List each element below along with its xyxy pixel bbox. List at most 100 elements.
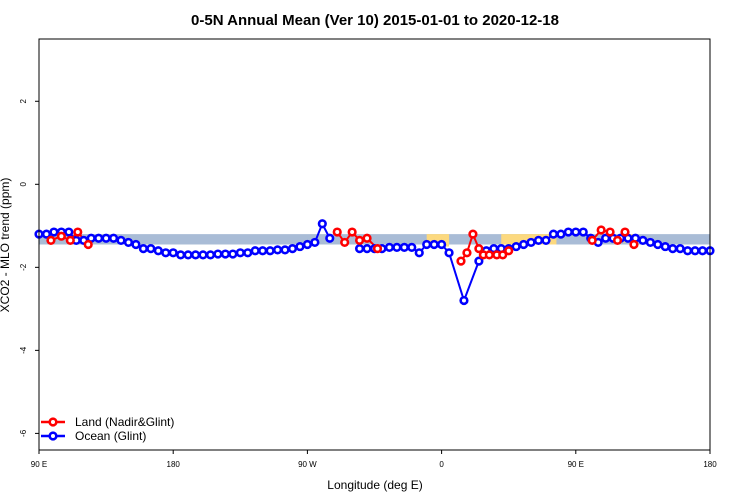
ocean-band <box>39 234 710 245</box>
x-tick-label: 0 <box>439 460 444 469</box>
ocean-data-point <box>146 244 156 254</box>
ocean-data-point <box>533 235 544 245</box>
y-tick-label: -2 <box>19 263 28 271</box>
ocean-data-point <box>526 237 536 248</box>
land-data-point <box>332 227 342 237</box>
y-tick-label: -6 <box>19 429 28 437</box>
ocean-data-point <box>183 250 193 260</box>
y-tick-label: 0 <box>19 182 28 187</box>
ocean-data-point <box>519 239 529 250</box>
land-data-point <box>484 250 494 260</box>
ocean-data-point <box>295 241 305 252</box>
ocean-data-point <box>94 233 104 243</box>
ocean-data-point <box>243 248 253 258</box>
ocean-data-point <box>511 241 521 252</box>
land-data-point <box>587 235 597 245</box>
land-data-point <box>372 244 383 254</box>
ocean-data-point <box>235 248 245 258</box>
ocean-data-point <box>474 256 484 266</box>
ocean-data-point <box>541 235 551 245</box>
ocean-data-point <box>220 249 230 259</box>
ocean-data-point <box>578 227 588 237</box>
ocean-data-point <box>459 295 469 306</box>
land-data-point <box>468 229 478 239</box>
ocean-data-point <box>362 244 372 254</box>
ocean-data-point <box>287 244 298 254</box>
legend-marker <box>48 431 58 441</box>
legend-label: Land (Nadir&Glint) <box>75 415 174 429</box>
ocean-data-point <box>198 250 208 260</box>
ocean-data-point <box>354 244 365 254</box>
legend: Land (Nadir&Glint)Ocean (Glint) <box>41 415 174 443</box>
ocean-data-point <box>265 246 275 256</box>
ocean-data-point <box>407 242 417 253</box>
ocean-data-point <box>168 248 178 258</box>
ocean-data-point <box>250 246 260 256</box>
y-axis-label: XCO2 - MLO trend (ppm) <box>0 178 12 313</box>
land-data-point <box>46 235 56 245</box>
ocean-data-point <box>138 244 148 254</box>
ocean-data-point <box>571 227 581 237</box>
y-tick-label: -4 <box>19 346 28 354</box>
ocean-data-point <box>176 250 186 260</box>
ocean-data-point <box>258 246 268 256</box>
land-data-point <box>504 246 514 256</box>
ocean-data-point <box>414 248 424 258</box>
ocean-data-point <box>213 249 223 259</box>
x-tick-label: 180 <box>167 460 181 469</box>
ocean-data-point <box>556 229 566 239</box>
land-data-point <box>596 225 606 235</box>
ocean-data-point <box>161 248 171 258</box>
chart-title: 0-5N Annual Mean (Ver 10) 2015-01-01 to … <box>191 12 559 29</box>
legend-marker <box>48 417 58 427</box>
ocean-data-point <box>563 227 573 237</box>
x-tick-label: 90 W <box>298 460 317 469</box>
ocean-data-point <box>429 239 439 250</box>
ocean-data-point <box>131 239 141 250</box>
land-data-point <box>620 227 630 237</box>
land-data-point <box>65 235 75 245</box>
x-tick-label: 90 E <box>31 460 47 469</box>
x-axis-label: Longitude (deg E) <box>327 478 422 492</box>
ocean-data-point <box>41 229 52 239</box>
ocean-data-point <box>101 233 111 243</box>
ocean-data-point <box>697 246 708 256</box>
ocean-data-point <box>653 239 663 250</box>
ocean-data-point <box>444 248 454 258</box>
ocean-data-point <box>302 239 313 250</box>
ocean-data-point <box>310 237 320 248</box>
ocean-data-point <box>437 239 447 250</box>
land-data-point <box>347 227 357 237</box>
ocean-data-point <box>280 245 290 255</box>
ocean-data-point <box>123 237 134 248</box>
land-data-point <box>83 239 93 250</box>
ocean-data-point <box>190 250 201 260</box>
land-data-point <box>474 244 484 254</box>
ocean-data-point <box>675 244 685 254</box>
land-data-point <box>73 227 83 237</box>
point-layer <box>34 219 715 306</box>
ocean-data-point <box>49 227 59 237</box>
ocean-data-point <box>660 241 670 252</box>
land-data-point <box>456 256 466 266</box>
land-data-point <box>498 250 508 260</box>
ocean-data-point <box>325 233 335 243</box>
plot-frame <box>38 38 711 451</box>
x-tick-label: 180 <box>703 460 717 469</box>
ocean-data-point <box>228 249 238 259</box>
ocean-data-point <box>668 244 678 254</box>
ocean-data-point <box>683 246 693 256</box>
ocean-data-point <box>108 233 119 243</box>
x-tick-label: 90 E <box>568 460 584 469</box>
land-data-point <box>462 248 472 258</box>
y-tick-label: 2 <box>19 98 28 103</box>
ocean-data-point <box>205 250 216 260</box>
land-data-point <box>354 235 365 245</box>
land-data-point <box>629 239 639 250</box>
ocean-data-point <box>548 229 559 239</box>
land-data-point <box>612 235 623 245</box>
legend-label: Ocean (Glint) <box>75 429 146 443</box>
ocean-data-point <box>399 242 409 253</box>
ocean-data-point <box>272 245 283 255</box>
